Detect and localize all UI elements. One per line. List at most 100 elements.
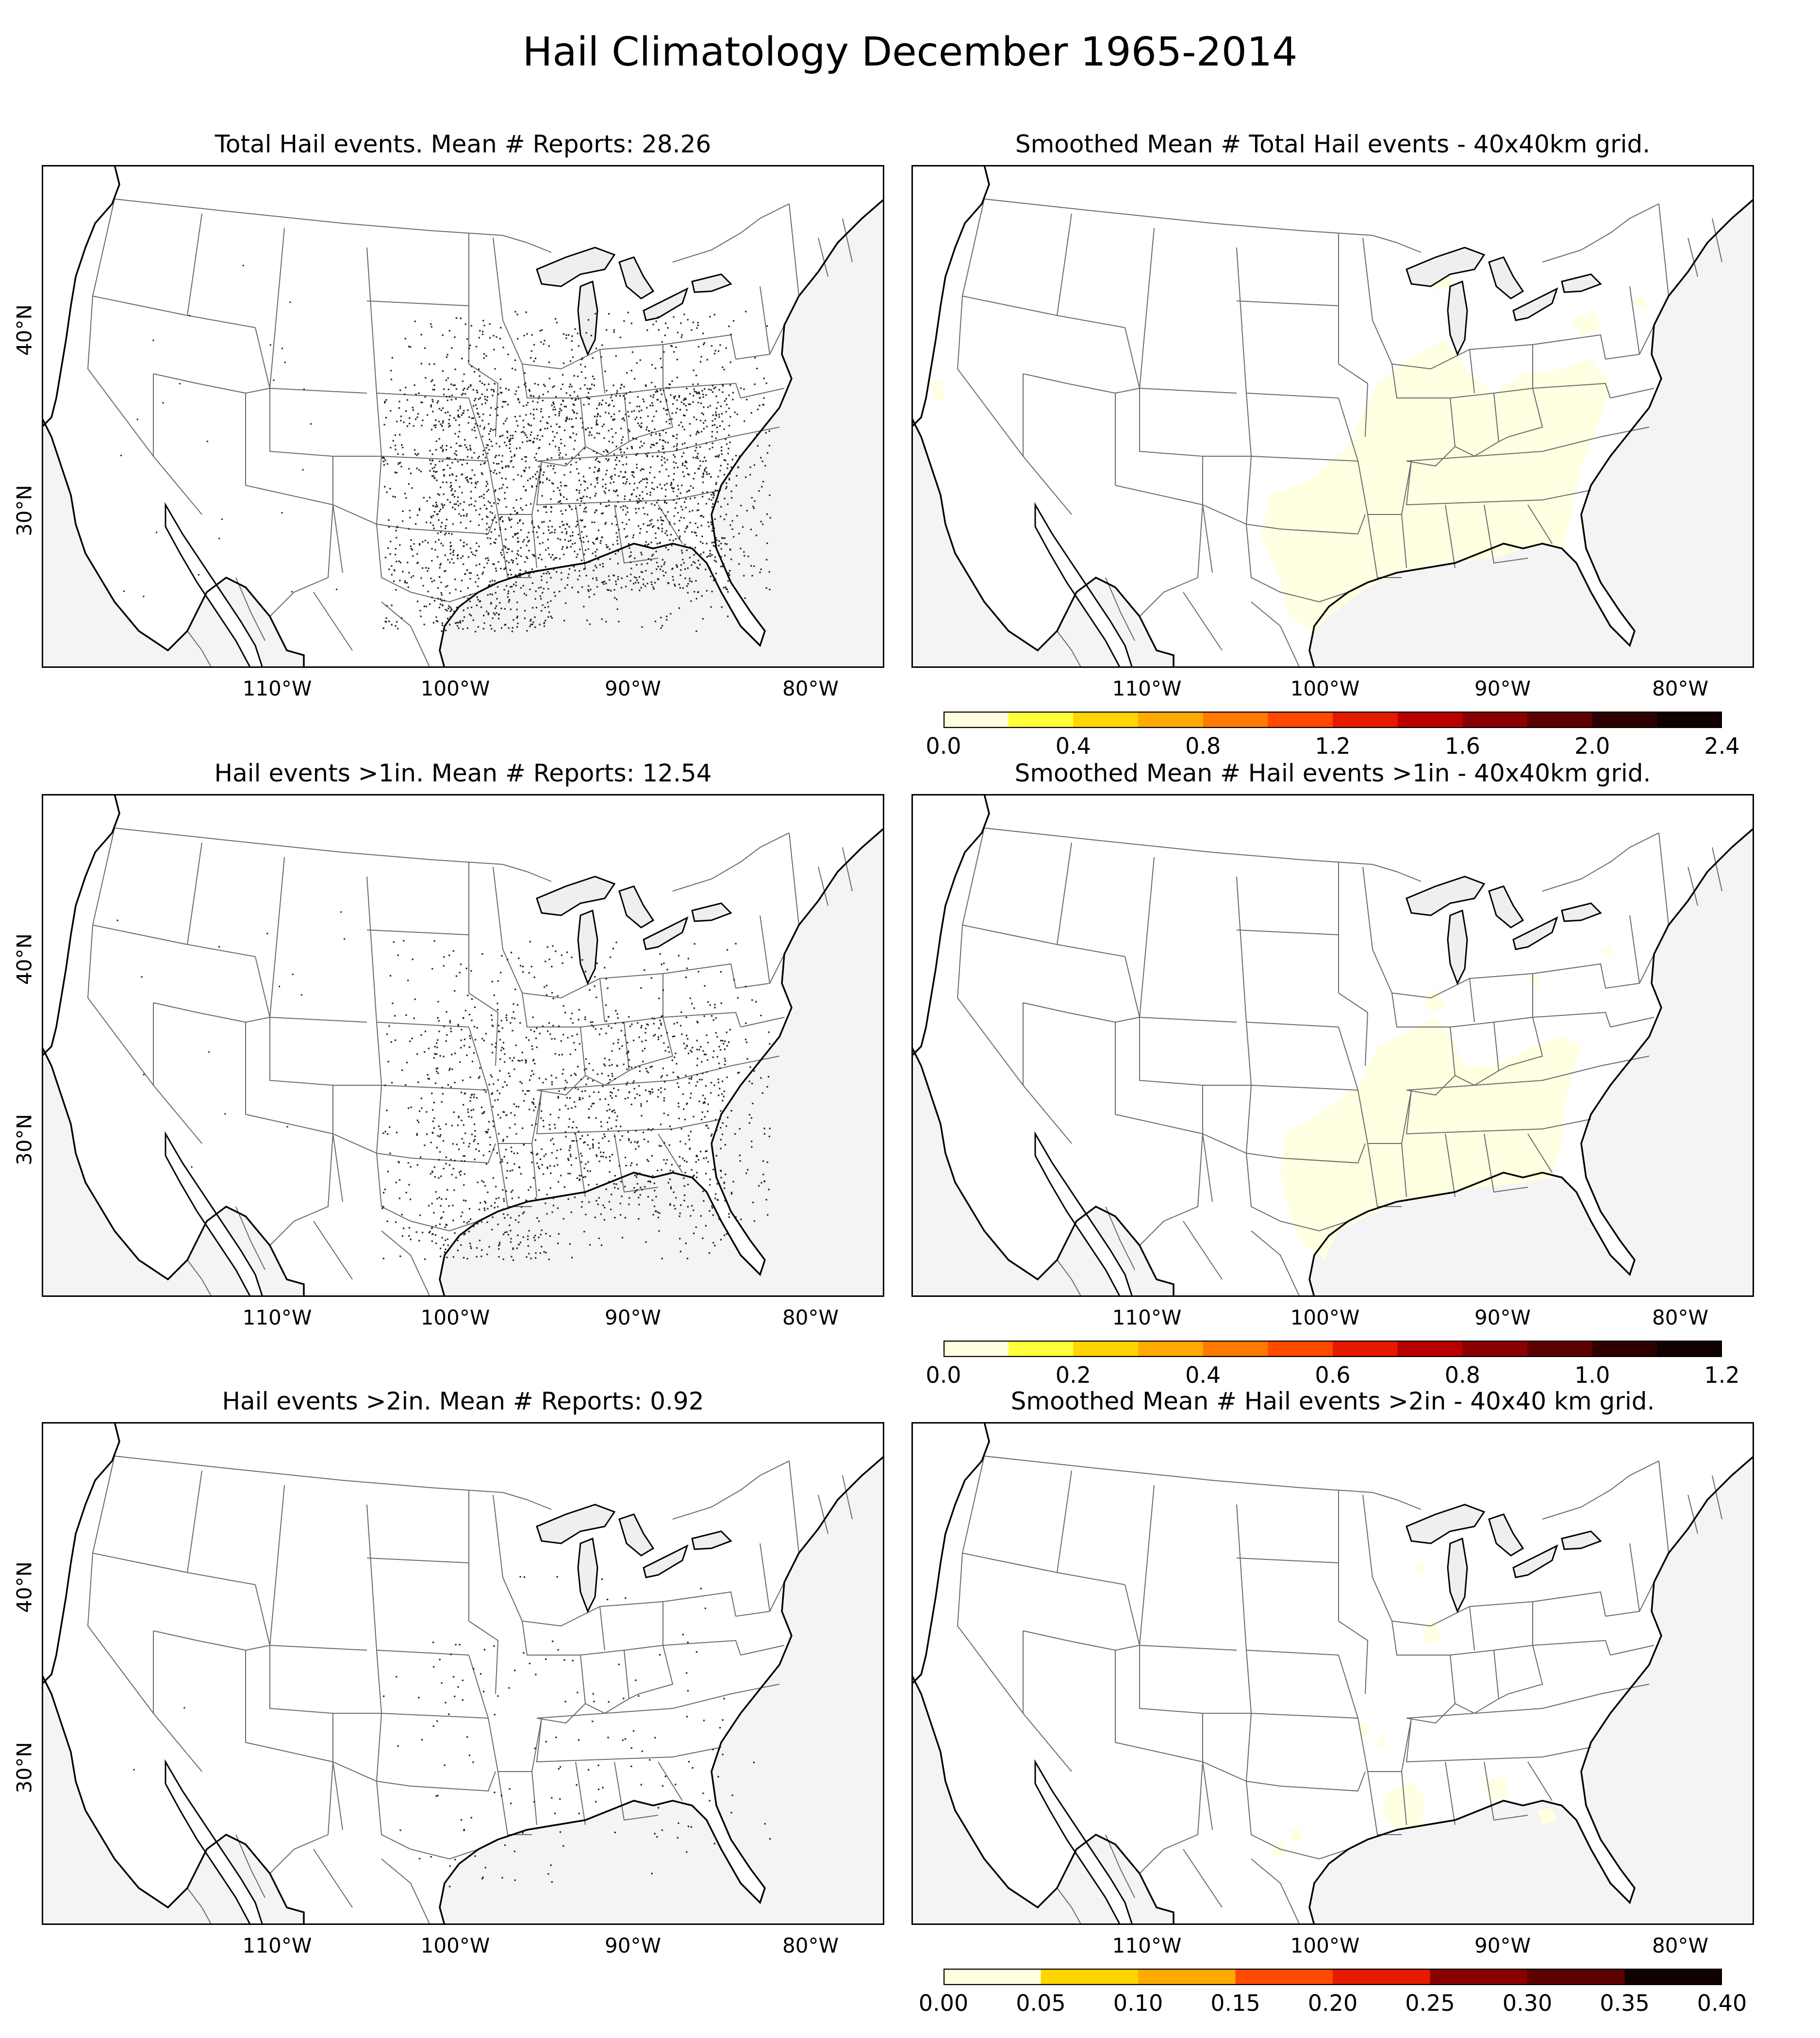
hail-report-dot [451,1174,453,1176]
state-boundary [245,1114,333,1134]
hail-report-dot [509,440,511,442]
hail-report-dot [518,401,520,403]
hail-density-region [1421,1621,1440,1643]
hail-report-dot [581,531,583,533]
hail-report-dot [706,590,708,592]
hail-report-dot [563,1186,565,1188]
hail-report-dot [447,499,449,501]
hail-report-dot [739,455,741,457]
hail-report-dot [594,564,596,566]
hail-report-dot [725,487,727,490]
hail-report-dot [663,408,665,410]
hail-report-dot [585,1163,587,1165]
hail-report-dot [648,543,650,545]
hail-report-dot [479,496,480,498]
hail-report-dot [691,1169,693,1171]
hail-report-dot [415,523,417,525]
hail-report-dot [688,1135,690,1137]
hail-report-dot [597,470,599,472]
colorbar-tick-label: 0.30 [1502,1990,1553,2016]
hail-report-dot [490,543,492,545]
hail-report-dot [765,382,767,384]
hail-report-points [120,265,771,632]
hail-report-dot [456,607,458,609]
hail-report-dot [477,457,479,459]
hail-report-dot [440,447,442,448]
hail-report-dot [594,1216,596,1218]
hail-report-dot [745,476,747,478]
hail-report-dot [465,1200,467,1202]
hail-report-dot [671,487,673,489]
hail-report-dot [517,474,519,476]
hail-report-dot [561,954,563,956]
hail-report-dot [481,435,483,437]
hail-report-dot [519,1060,521,1062]
hail-report-dot [716,582,718,584]
hail-report-dot [546,478,548,480]
hail-report-dot [432,524,434,526]
map-panel-smoothed-1in: Smoothed Mean # Hail events >1in - 40x40… [911,759,1754,1388]
hail-report-dot [574,1073,576,1075]
hail-report-dot [462,412,464,414]
hail-report-dot [676,434,678,436]
hail-report-dot [676,408,678,410]
hail-report-dot [760,1014,762,1016]
hail-report-dot [529,466,530,468]
hail-report-dot [448,426,450,428]
hail-report-dot [455,475,458,477]
hail-report-dot [459,503,462,505]
hail-report-dot [657,316,659,318]
hail-report-dot [569,1173,571,1175]
map-canvas [911,794,1754,1297]
hail-report-dot [383,1192,385,1193]
hail-report-dot [486,389,488,391]
hail-report-dot [493,1645,495,1647]
hail-report-dot [496,463,498,465]
hail-report-dot [559,558,561,560]
hail-report-dot [695,1651,697,1653]
hail-report-dot [530,1029,532,1031]
hail-report-dot [695,457,697,459]
hail-report-dot [562,962,563,964]
hail-report-dot [515,1133,517,1135]
hail-report-dot [691,1205,693,1207]
hail-report-dot [665,421,667,423]
hail-report-dot [658,528,660,530]
hail-report-dot [484,1200,486,1203]
hail-density-region [1421,988,1445,1012]
hail-report-dot [551,1038,553,1040]
hail-report-dot [625,1217,627,1219]
hail-report-dot [615,580,617,582]
hail-report-dot [662,430,664,431]
state-boundary [376,1022,469,1027]
hail-report-dot [461,1028,463,1030]
hail-report-dot [564,1011,566,1013]
hail-report-dot [683,562,685,564]
hail-report-dot [451,533,453,535]
hail-report-dot [699,1151,702,1153]
hail-report-dot [398,407,400,409]
hail-report-dot [718,1218,720,1220]
hail-report-dot [506,1084,508,1086]
hail-report-dot [570,1154,572,1156]
hail-report-dot [546,458,548,460]
hail-report-dot [657,391,659,393]
hail-report-dot [731,1794,733,1796]
hail-report-dot [763,378,765,380]
hail-report-dot [632,1082,634,1084]
hail-report-dot [510,1803,512,1805]
hail-report-dot [651,431,653,433]
hail-report-dot [496,336,497,338]
state-boundary [1629,915,1640,984]
hail-report-dot [595,538,597,540]
hail-report-dot [608,504,610,506]
hail-report-dot [650,434,652,436]
hail-report-dot [590,388,592,390]
hail-report-dot [700,431,702,432]
hail-report-dot [493,389,495,391]
hail-report-dot [458,622,460,624]
hail-report-dot [675,346,677,348]
hail-report-dot [600,356,602,358]
hail-report-dot [608,313,610,315]
hail-report-dot [410,548,412,550]
